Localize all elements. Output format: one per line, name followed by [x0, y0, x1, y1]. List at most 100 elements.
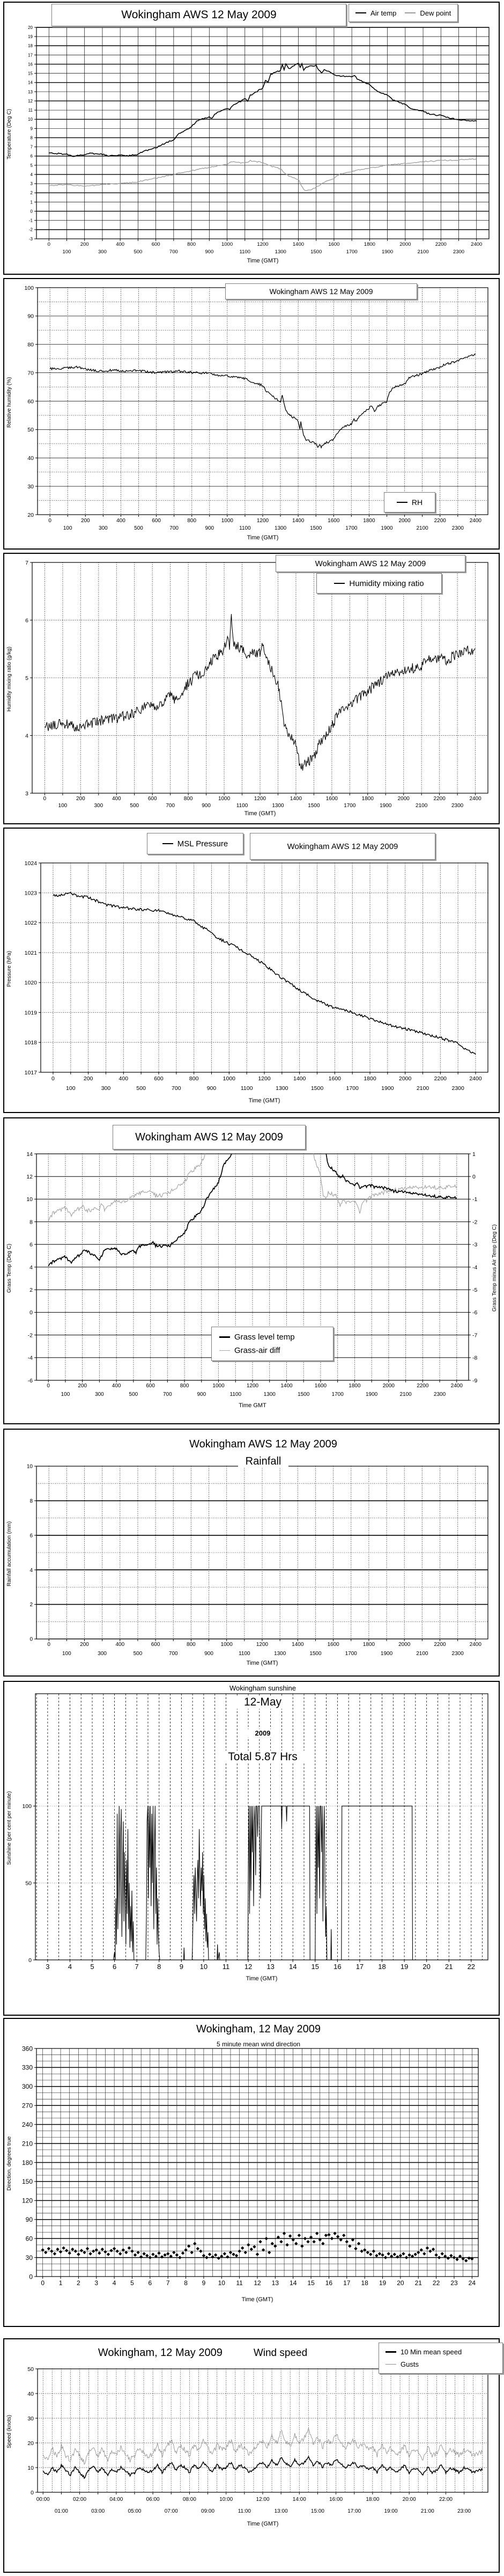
svg-text:18: 18 [361, 2279, 368, 2287]
svg-text:17:00: 17:00 [347, 2508, 361, 2514]
svg-text:1020: 1020 [25, 980, 38, 986]
svg-text:Time (GMT): Time (GMT) [244, 810, 276, 817]
svg-text:100: 100 [63, 249, 71, 255]
svg-text:2000: 2000 [399, 1075, 412, 1082]
svg-text:0: 0 [472, 1174, 476, 1180]
svg-text:8: 8 [31, 135, 33, 140]
svg-text:0: 0 [31, 2490, 34, 2496]
svg-text:600: 600 [148, 796, 157, 802]
svg-text:2300: 2300 [452, 525, 464, 531]
legend: 10 Min mean speed Gusts [379, 2343, 503, 2374]
svg-text:1000: 1000 [218, 796, 231, 802]
svg-text:-5: -5 [472, 1287, 477, 1293]
svg-text:1400: 1400 [292, 518, 305, 524]
legend-entry: RH [396, 498, 423, 507]
svg-text:2100: 2100 [416, 1651, 428, 1657]
svg-text:1600: 1600 [329, 1075, 342, 1082]
legend-entry: Dew point [405, 9, 451, 17]
svg-text:1400: 1400 [292, 1642, 304, 1648]
svg-text:16:00: 16:00 [329, 2497, 343, 2502]
svg-text:120: 120 [22, 2197, 33, 2205]
svg-text:1900: 1900 [381, 1651, 393, 1657]
legend-entry: Grass level temp [219, 1333, 295, 1342]
legend-entry: Grass-air diff [219, 1346, 280, 1355]
svg-text:300: 300 [94, 803, 103, 809]
svg-text:800: 800 [187, 518, 196, 524]
svg-text:400: 400 [112, 796, 121, 802]
line-sample [386, 2363, 396, 2365]
svg-text:330: 330 [22, 2064, 33, 2072]
svg-text:08:00: 08:00 [183, 2497, 196, 2502]
svg-text:700: 700 [169, 249, 178, 255]
svg-text:15: 15 [28, 71, 33, 76]
svg-text:10: 10 [218, 2279, 226, 2287]
svg-text:1200: 1200 [258, 1075, 271, 1082]
panel-mixing-ratio: 3 4 5 6 7 0 100 200 300 400 500 600 700 800 900 1000 110… [3, 553, 500, 824]
svg-text:11: 11 [223, 1963, 230, 1971]
svg-text:400: 400 [112, 1383, 121, 1389]
svg-text:7: 7 [25, 560, 28, 566]
line-sample [386, 2351, 396, 2353]
svg-text:1400: 1400 [290, 796, 302, 802]
svg-text:20: 20 [27, 2440, 34, 2447]
svg-text:16: 16 [333, 1963, 341, 1971]
y-axis-title: Rainfall accumulation (mm) [6, 1521, 12, 1586]
svg-text:10: 10 [26, 1196, 33, 1203]
svg-text:7: 7 [31, 145, 33, 150]
svg-text:1900: 1900 [382, 249, 393, 255]
svg-text:2100: 2100 [417, 525, 429, 531]
svg-text:800: 800 [187, 241, 196, 247]
svg-text:1017: 1017 [25, 1070, 38, 1076]
svg-text:14: 14 [26, 1151, 33, 1158]
svg-text:13:00: 13:00 [275, 2508, 288, 2514]
svg-text:2: 2 [29, 1602, 33, 1608]
svg-text:15: 15 [312, 1963, 319, 1971]
svg-text:2400: 2400 [470, 518, 482, 524]
svg-text:-2: -2 [472, 1219, 477, 1225]
sunshine-plot: 0 50 100 3 4 5 6 7 8 9 10 11 12 13 14 15 16 17 18 19 20 21 22 T… [4, 1682, 496, 2012]
svg-text:1500: 1500 [298, 1392, 310, 1397]
svg-text:1200: 1200 [257, 518, 269, 524]
svg-text:1600: 1600 [326, 796, 338, 802]
svg-text:05:00: 05:00 [128, 2508, 141, 2514]
svg-text:900: 900 [204, 1651, 213, 1657]
svg-text:8: 8 [29, 1498, 33, 1504]
svg-text:1700: 1700 [345, 1651, 358, 1657]
svg-text:-3: -3 [472, 1242, 477, 1248]
svg-text:1100: 1100 [230, 1392, 242, 1397]
svg-text:200: 200 [84, 1075, 93, 1082]
svg-text:0: 0 [31, 209, 33, 214]
chart-title: Wokingham, 12 May 2009 [36, 2023, 480, 2036]
svg-text:50: 50 [27, 2366, 34, 2373]
svg-text:1019: 1019 [25, 1009, 38, 1016]
svg-text:2100: 2100 [416, 803, 428, 809]
svg-text:90: 90 [26, 2216, 33, 2223]
svg-text:1600: 1600 [328, 241, 339, 247]
svg-text:12: 12 [244, 1963, 252, 1971]
svg-text:2100: 2100 [399, 1392, 412, 1397]
svg-text:1000: 1000 [212, 1383, 225, 1389]
chart-subtitle: Rainfall [36, 1455, 490, 1468]
legend: Air temp Dew point [349, 4, 458, 22]
svg-text:16: 16 [28, 62, 33, 67]
svg-text:0: 0 [41, 2279, 45, 2287]
svg-text:06:00: 06:00 [146, 2497, 160, 2502]
svg-text:17: 17 [356, 1963, 364, 1971]
y-axis-title: Relative humidity (%) [6, 377, 12, 428]
svg-text:80: 80 [27, 342, 34, 348]
svg-text:200: 200 [81, 518, 90, 524]
grass-temp-plot: -6-4-202468101214-9-8-7-6-5-4-3-2-101010… [4, 1118, 496, 1421]
svg-text:1018: 1018 [25, 1040, 38, 1046]
svg-text:180: 180 [22, 2159, 33, 2167]
svg-text:700: 700 [172, 1085, 181, 1092]
legend: MSL Pressure [147, 833, 243, 854]
svg-text:1700: 1700 [346, 249, 358, 255]
panel-relative-humidity: 20 30 40 50 60 70 80 90 100 0 100 200 300 400 500 600 70… [3, 278, 500, 550]
svg-text:-2: -2 [28, 1332, 33, 1338]
svg-text:0: 0 [48, 518, 51, 524]
svg-text:1500: 1500 [308, 803, 320, 809]
svg-text:1100: 1100 [239, 525, 251, 531]
svg-text:2300: 2300 [451, 803, 464, 809]
